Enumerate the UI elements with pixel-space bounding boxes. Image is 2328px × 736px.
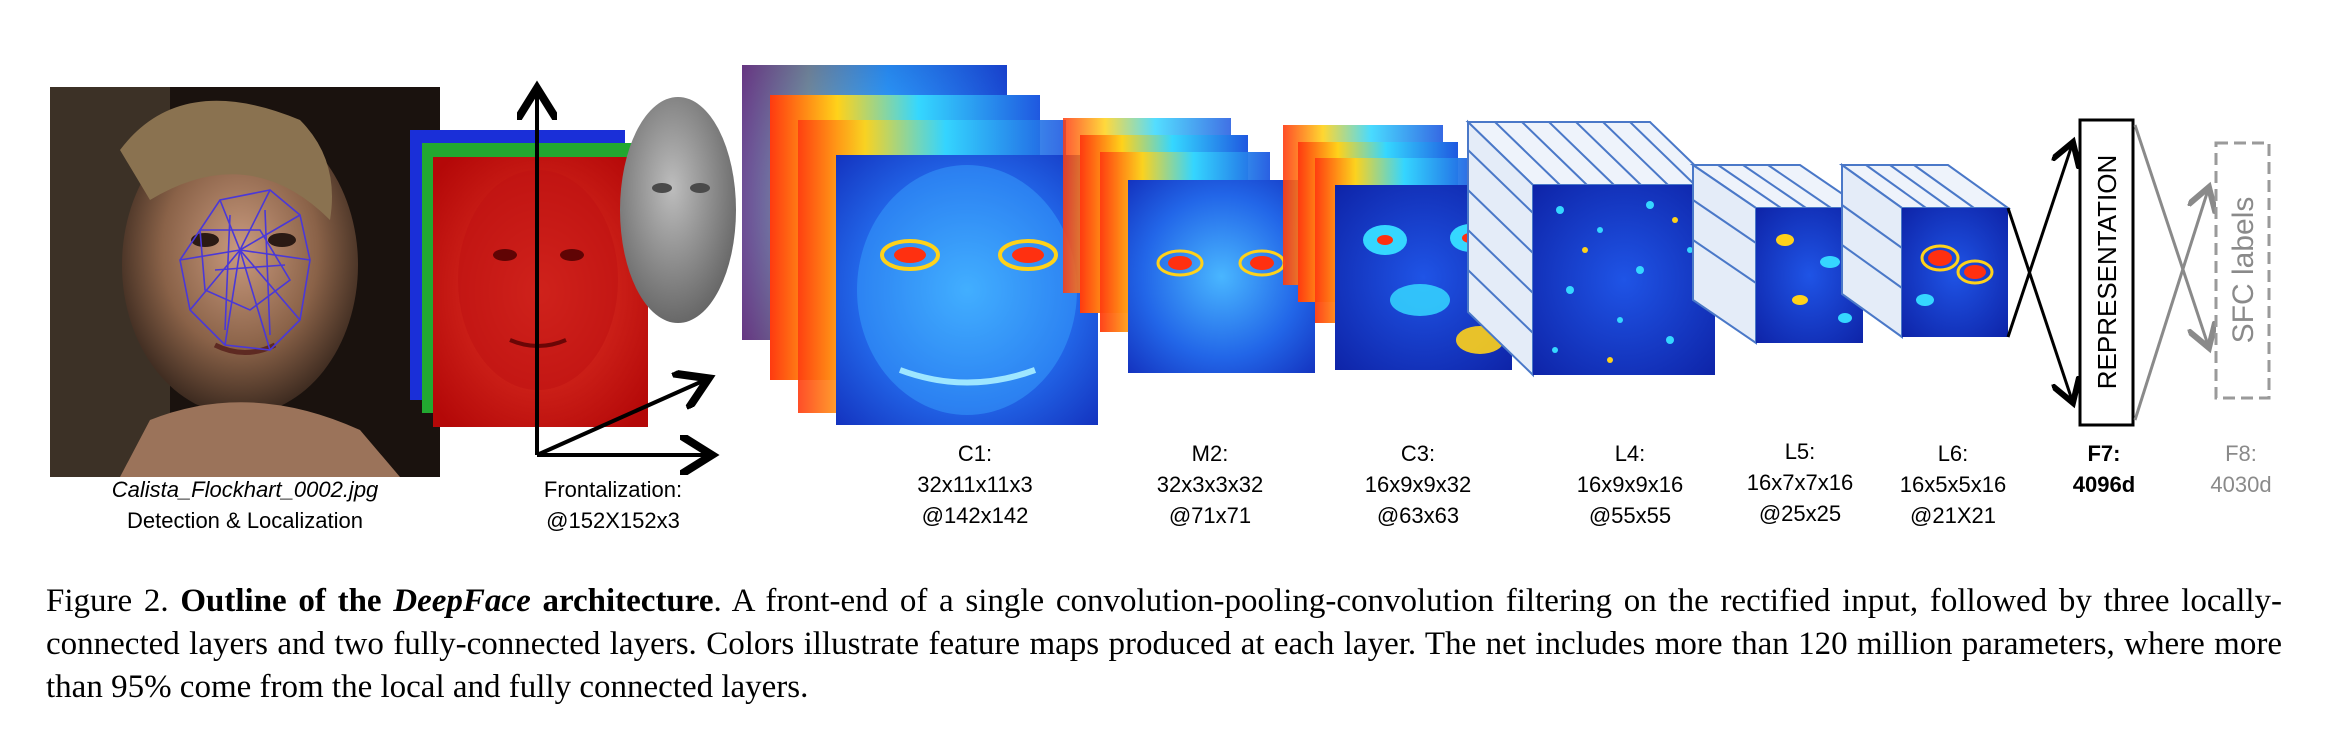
layer-params: 16x7x7x16 — [1746, 470, 1854, 495]
frontalization-label: Frontalization: @152X152x3 — [544, 474, 682, 536]
layer-params: 32x3x3x32 — [1156, 472, 1264, 497]
l6-locally-connected — [1838, 163, 2012, 339]
layer-name: M2: — [1191, 441, 1229, 466]
representation-label: REPRESENTATION — [2092, 155, 2122, 390]
layer-label-l6: L6: 16x5x5x16 @21X21 — [1900, 438, 2006, 531]
layer-dim: 4030d — [2210, 472, 2272, 497]
figure-caption: Figure 2. Outline of the DeepFace archit… — [46, 580, 2282, 709]
architecture-diagram: REPRESENTATION SFC labels — [50, 65, 2271, 477]
l5-locally-connected — [1689, 163, 1867, 345]
c1-feature-maps — [742, 65, 1098, 425]
layer-dim: 4096d — [2072, 472, 2136, 497]
layer-size: @63x63 — [1376, 503, 1460, 528]
landmark-mesh — [179, 189, 311, 351]
layer-name: C3: — [1400, 441, 1436, 466]
caption-title-suffix: architecture — [530, 583, 714, 619]
layer-size: @142x142 — [921, 503, 1029, 528]
f8-connections — [2133, 124, 2208, 421]
caption-title: Outline of the DeepFace architecture — [180, 583, 713, 619]
caption-title-prefix: Outline of the — [180, 583, 394, 619]
layer-label-l5: L5: 16x7x7x16 @25x25 — [1747, 436, 1853, 529]
frontalization-title: Frontalization: — [543, 477, 683, 502]
input-filename: Calista_Flockhart_0002.jpg — [111, 477, 379, 502]
caption-body: . A front-end of a single convolution-po… — [46, 583, 2283, 705]
frontalized-stack — [410, 130, 648, 427]
layer-label-c3: C3: 16x9x9x32 @63x63 — [1365, 438, 1471, 531]
frontalization-size: @152X152x3 — [546, 508, 680, 533]
input-caption: Detection & Localization — [126, 508, 364, 533]
layer-params: 16x9x9x32 — [1364, 472, 1472, 497]
m2-feature-maps — [1063, 118, 1315, 373]
sfc-labels-box — [2214, 141, 2271, 400]
architecture-figure: REPRESENTATION SFC labels Calista_Flockh… — [50, 65, 2272, 536]
layer-label-l4: L4: 16x9x9x16 @55x55 — [1577, 438, 1683, 531]
layer-params: 16x5x5x16 — [1899, 472, 2007, 497]
layer-name: L4: — [1614, 441, 1646, 466]
layer-size: @55x55 — [1588, 503, 1672, 528]
l4-locally-connected — [1465, 119, 1718, 378]
layer-params: 32x11x11x3 — [917, 472, 1033, 497]
layer-size: @25x25 — [1758, 501, 1842, 526]
input-face-photo — [50, 87, 440, 477]
layer-name: L6: — [1937, 441, 1969, 466]
representation-box — [2078, 118, 2135, 427]
layer-name: L5: — [1784, 439, 1816, 464]
layer-label-f8: F8: 4030d — [2210, 438, 2271, 500]
input-label: Calista_Flockhart_0002.jpg Detection & L… — [112, 474, 379, 536]
caption-figure-number: Figure 2. — [46, 583, 169, 619]
layer-name: F7: — [2087, 441, 2121, 466]
layer-size: @21X21 — [1910, 503, 1996, 528]
f7-connections — [2006, 145, 2072, 400]
layer-label-c1: C1: 32x11x11x3 @142x142 — [917, 438, 1032, 531]
layer-name: F8: — [2225, 441, 2257, 466]
layer-name: C1: — [957, 441, 993, 466]
layer-label-f7: F7: 4096d — [2073, 438, 2135, 500]
layer-params: 16x9x9x16 — [1576, 472, 1684, 497]
caption-title-italic: DeepFace — [393, 583, 531, 619]
frontalization-axes — [537, 92, 708, 455]
sfc-labels-text: SFC labels — [2227, 197, 2260, 344]
layer-label-m2: M2: 32x3x3x32 @71x71 — [1157, 438, 1263, 531]
layer-size: @71x71 — [1168, 503, 1252, 528]
3d-face-model — [620, 97, 736, 323]
